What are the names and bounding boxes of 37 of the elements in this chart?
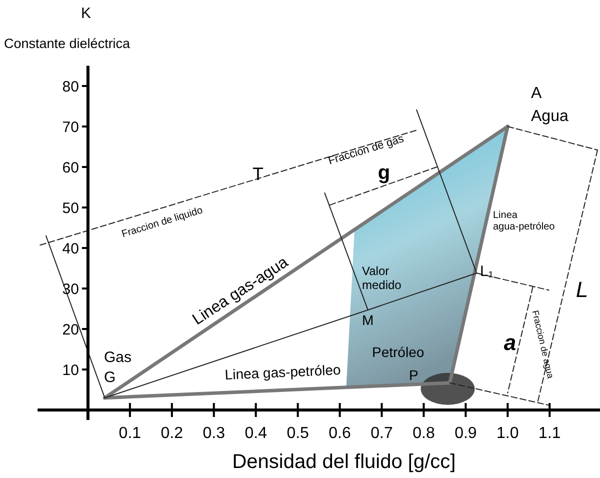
annotation: Fraccion de liquido <box>120 204 204 240</box>
y-tick-label: 80 <box>62 78 79 96</box>
annotation: A <box>531 85 542 102</box>
chart-title: K <box>80 5 91 22</box>
x-tick-label: 0.6 <box>328 425 352 442</box>
x-axis-title: Densidad del fluido [g/cc] <box>232 451 456 473</box>
y-tick-label: 70 <box>62 118 79 136</box>
annotation: L <box>576 277 588 302</box>
annotation: Valor medido <box>362 264 402 292</box>
x-tick-label: 0.5 <box>286 425 310 442</box>
x-tick-label: 1.0 <box>496 425 519 442</box>
x-tick-label: 0.1 <box>118 425 142 442</box>
y-tick-label: 50 <box>62 200 79 217</box>
annotation: G <box>104 369 116 386</box>
annotation: P <box>409 367 418 383</box>
y-tick-label: 40 <box>62 240 79 258</box>
x-tick-label: 0.8 <box>412 425 435 442</box>
annotation: Petróleo <box>372 344 424 360</box>
y-axis-title: Constante dieléctrica <box>4 36 131 51</box>
annotation: T <box>252 164 264 184</box>
y-tick-label: 20 <box>62 321 79 338</box>
x-tick-label: 1.1 <box>538 425 561 442</box>
x-tick-label: 0.7 <box>370 425 393 442</box>
x-tick-label: 0.4 <box>244 425 268 442</box>
x-tick-label: 0.9 <box>454 425 477 442</box>
annotation: a <box>504 330 516 355</box>
x-tick-label: 0.3 <box>202 425 226 442</box>
y-tick-label: 60 <box>62 159 79 176</box>
annotation: M <box>362 312 374 328</box>
annotation: Gas <box>104 349 132 366</box>
y-tick-label: 10 <box>62 362 79 379</box>
annotation: L₁ <box>480 263 494 280</box>
annotation: Fraccion de agua <box>530 309 556 380</box>
annotation: Linea agua-petróleo <box>493 210 556 232</box>
x-tick-label: 0.2 <box>160 425 184 442</box>
annotation: Agua <box>531 108 568 125</box>
annotation: Linea gas-petróleo <box>224 361 342 383</box>
